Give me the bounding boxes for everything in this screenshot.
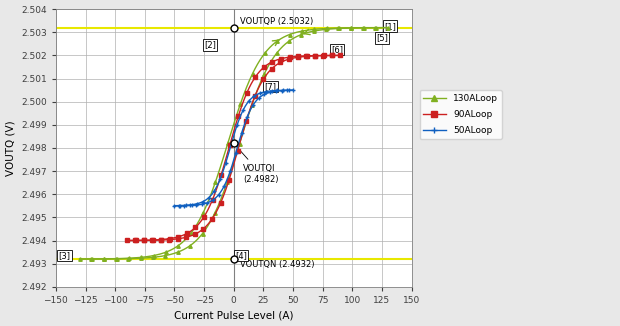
Text: [7]: [7]	[265, 82, 277, 91]
Text: [1]: [1]	[384, 22, 396, 31]
Text: [6]: [6]	[331, 45, 343, 54]
Text: [2]: [2]	[204, 40, 216, 49]
Text: [5]: [5]	[376, 33, 388, 42]
Text: VOUTQN (2.4932): VOUTQN (2.4932)	[234, 259, 314, 269]
Text: [4]: [4]	[235, 251, 247, 260]
Text: [3]: [3]	[58, 251, 70, 260]
Y-axis label: VOUTQ (V): VOUTQ (V)	[6, 120, 16, 176]
X-axis label: Current Pulse Level (A): Current Pulse Level (A)	[174, 310, 293, 320]
Text: VOUTQP (2.5032): VOUTQP (2.5032)	[234, 17, 313, 28]
Text: VOUTQI
(2.4982): VOUTQI (2.4982)	[236, 145, 278, 184]
Legend: 130ALoop, 90ALoop, 50ALoop: 130ALoop, 90ALoop, 50ALoop	[420, 90, 502, 139]
